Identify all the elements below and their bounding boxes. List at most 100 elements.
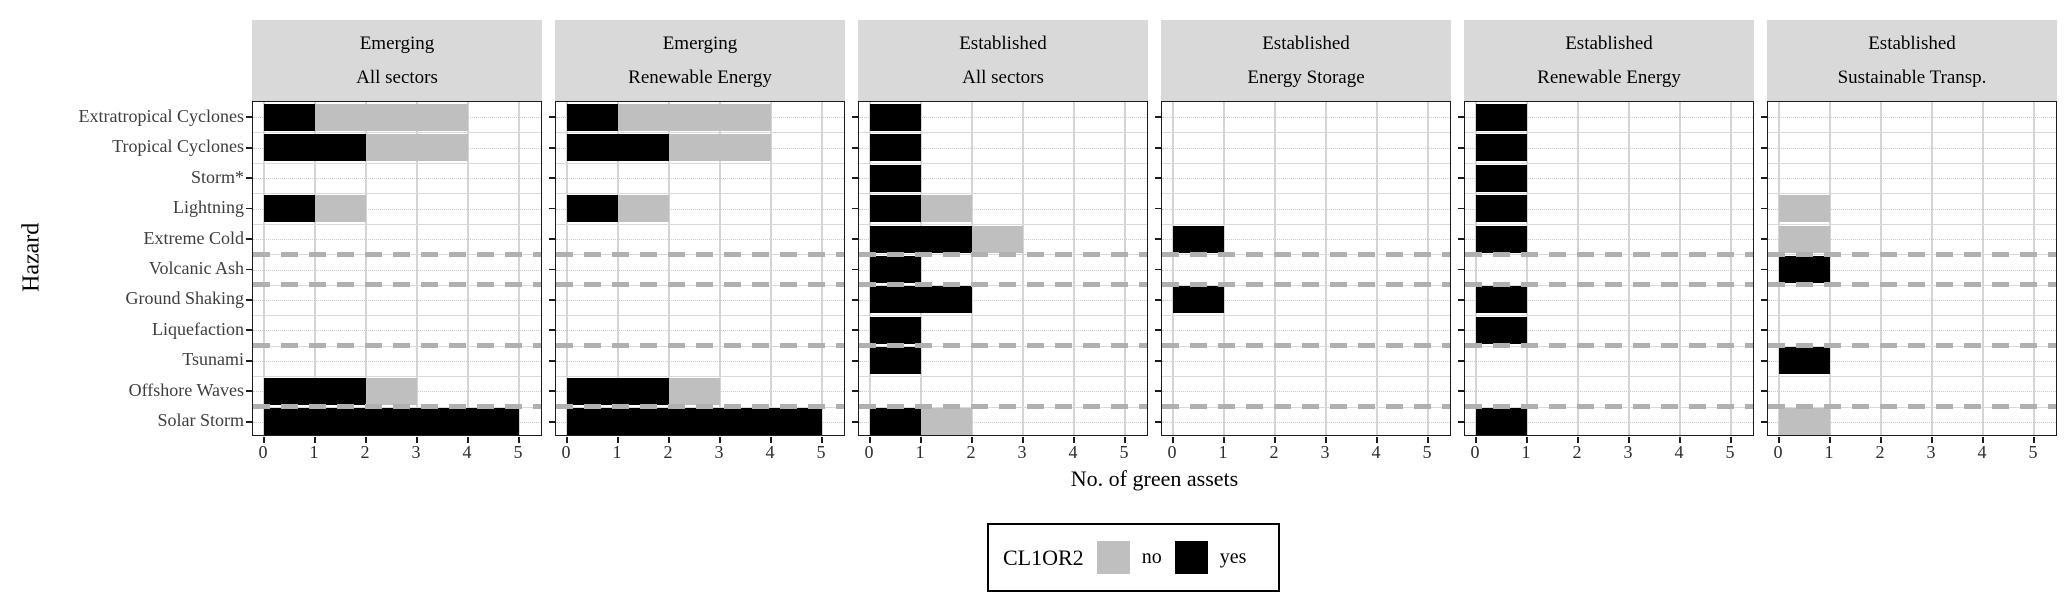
- x-axis-tick: [1628, 436, 1630, 443]
- bar-no: [921, 408, 972, 436]
- x-tick-label: 3: [1926, 442, 1936, 462]
- x-axis-tick: [1427, 436, 1429, 443]
- horizontal-gridline: [1465, 315, 1753, 317]
- y-axis-tick: [245, 268, 252, 271]
- bar-yes: [1173, 225, 1224, 253]
- x-tick-label: 2: [1875, 442, 1885, 462]
- horizontal-gridline-minor: [859, 360, 1147, 362]
- x-tick-label: 4: [1977, 442, 1987, 462]
- horizontal-gridline-minor: [556, 269, 844, 271]
- bar-no: [669, 134, 771, 162]
- dashed-separator: [1162, 251, 1450, 257]
- bar-yes: [264, 103, 315, 131]
- y-axis-tick: [1760, 238, 1767, 240]
- y-axis-label: Offshore Waves: [128, 379, 244, 400]
- horizontal-gridline-minor: [1162, 178, 1450, 180]
- y-axis-tick: [851, 390, 858, 393]
- y-axis-tick: [548, 207, 555, 210]
- y-axis-tick: [1760, 359, 1767, 362]
- bar-yes: [1476, 195, 1527, 223]
- y-axis-tick: [245, 116, 252, 119]
- horizontal-gridline-minor: [859, 391, 1147, 393]
- vertical-gridline: [1526, 102, 1528, 435]
- dashed-separator: [859, 251, 1147, 257]
- y-axis-tick: [1154, 420, 1161, 423]
- x-tick-label: 2: [360, 442, 370, 462]
- x-tick-label: 2: [966, 442, 976, 462]
- dashed-separator: [556, 404, 844, 409]
- vertical-gridline: [1172, 102, 1174, 435]
- horizontal-gridline-minor: [253, 208, 541, 210]
- y-axis-tick: [1760, 177, 1767, 180]
- bar-yes: [567, 408, 822, 436]
- facet-strip-sector: Renewable Energy: [628, 67, 772, 89]
- x-tick-labels: 0 1 2 3 4 5: [1767, 442, 2057, 466]
- dashed-separator: [556, 282, 844, 288]
- horizontal-gridline-minor: [859, 269, 1147, 271]
- horizontal-gridline-minor: [1162, 208, 1450, 210]
- y-axis-tick: [245, 329, 252, 332]
- plot-panel: [851, 101, 1148, 443]
- vertical-gridline: [1073, 102, 1075, 435]
- dashed-separator: [1162, 404, 1450, 409]
- bar-yes: [264, 408, 519, 436]
- vertical-gridline: [1679, 102, 1681, 435]
- horizontal-gridline: [1465, 376, 1753, 378]
- bar-yes: [1173, 286, 1224, 314]
- y-axis-tick: [851, 420, 858, 423]
- horizontal-gridline: [1465, 193, 1753, 195]
- vertical-gridline: [770, 102, 772, 435]
- dashed-separator: [1465, 404, 1753, 409]
- y-axis-tick: [851, 238, 858, 240]
- bar-no: [921, 195, 972, 223]
- y-axis-label: Tropical Cyclones: [112, 136, 244, 157]
- horizontal-gridline-minor: [1162, 269, 1450, 271]
- dashed-separator: [556, 343, 844, 348]
- horizontal-gridline-minor: [1162, 147, 1450, 149]
- dashed-separator: [1465, 343, 1753, 348]
- vertical-gridline: [1730, 102, 1732, 435]
- vertical-gridline: [1475, 102, 1477, 435]
- y-axis-tick: [548, 329, 555, 332]
- facet-strip: Established Energy Storage: [1161, 20, 1451, 101]
- x-tick-label: 5: [816, 442, 826, 462]
- horizontal-gridline-minor: [1465, 391, 1753, 393]
- y-axis-tick: [1457, 390, 1464, 393]
- bar-yes: [264, 134, 366, 162]
- facet-strip: Established Renewable Energy: [1464, 20, 1754, 101]
- dashed-separator: [1768, 251, 2056, 257]
- y-axis-tick: [1154, 390, 1161, 393]
- y-axis-label: Tsunami: [182, 349, 244, 370]
- x-tick-label: 1: [1218, 442, 1228, 462]
- horizontal-gridline: [1768, 193, 2056, 195]
- x-axis-tick: [314, 436, 316, 443]
- y-axis-label: Extratropical Cyclones: [78, 105, 244, 126]
- legend-label-yes: yes: [1219, 546, 1247, 568]
- y-axis-tick: [1154, 359, 1161, 362]
- horizontal-gridline-minor: [253, 299, 541, 301]
- y-axis-tick: [1154, 329, 1161, 332]
- horizontal-gridline: [1768, 223, 2056, 225]
- y-axis-label: Extreme Cold: [143, 227, 244, 248]
- vertical-gridline: [869, 102, 871, 435]
- horizontal-gridline: [1162, 223, 1450, 225]
- vertical-gridline: [2033, 102, 2035, 435]
- x-tick-label: 5: [1422, 442, 1432, 462]
- x-axis-tick: [1577, 436, 1579, 443]
- x-axis-tick: [1880, 436, 1882, 443]
- horizontal-gridline: [1768, 376, 2056, 378]
- horizontal-gridline-minor: [859, 299, 1147, 301]
- x-axis-title: No. of green assets: [1070, 466, 1239, 491]
- horizontal-gridline: [1465, 162, 1753, 164]
- bar-no: [972, 225, 1023, 253]
- horizontal-gridline-minor: [1768, 269, 2056, 271]
- y-axis-tick: [548, 177, 555, 180]
- vertical-gridline: [518, 102, 520, 435]
- plot-panel: [1154, 101, 1451, 443]
- y-axis-tick: [1154, 268, 1161, 271]
- horizontal-gridline-minor: [1465, 269, 1753, 271]
- x-axis-tick: [971, 436, 973, 443]
- horizontal-gridline: [253, 193, 541, 195]
- vertical-gridline: [971, 102, 973, 435]
